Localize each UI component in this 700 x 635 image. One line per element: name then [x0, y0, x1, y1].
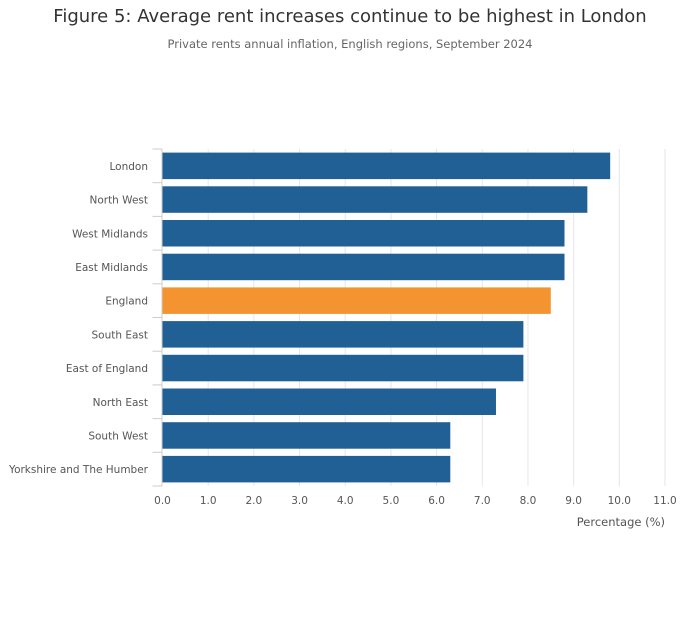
category-label: London [110, 161, 149, 173]
x-tick-label: 10.0 [608, 495, 631, 507]
chart-subtitle: Private rents annual inflation, English … [167, 37, 533, 51]
category-label: North East [93, 397, 148, 409]
bar-east-midlands[interactable] [162, 253, 565, 281]
x-tick-label: 6.0 [428, 495, 445, 507]
x-tick-label: 2.0 [246, 495, 263, 507]
x-tick-label: 11.0 [653, 495, 676, 507]
bar-england[interactable] [162, 287, 551, 314]
category-label: East of England [66, 363, 148, 375]
x-tick-label: 0.0 [154, 495, 171, 507]
category-label: West Midlands [72, 228, 148, 240]
bar-yorkshire-and-the-humber[interactable] [162, 455, 451, 483]
bar-west-midlands[interactable] [162, 220, 565, 247]
x-tick-label: 5.0 [383, 495, 400, 507]
category-label: South East [91, 329, 148, 341]
x-tick-label: 8.0 [520, 495, 537, 507]
category-label: South West [88, 430, 148, 442]
chart-title: Figure 5: Average rent increases continu… [53, 6, 647, 27]
x-tick-label: 4.0 [337, 495, 354, 507]
category-label: Yorkshire and The Humber [8, 464, 149, 476]
x-tick-label: 7.0 [474, 495, 491, 507]
category-labels: London North West West Midlands East Midlan… [8, 161, 149, 476]
x-tick-label: 1.0 [200, 495, 217, 507]
bar-north-west[interactable] [162, 186, 588, 213]
category-label: England [105, 296, 148, 308]
bar-north-east[interactable] [162, 388, 496, 416]
bar-east-of-england[interactable] [162, 354, 524, 382]
bar-south-east[interactable] [162, 321, 524, 348]
category-label: East Midlands [75, 262, 148, 274]
x-axis-title: Percentage (%) [577, 515, 665, 529]
x-tick-label: 9.0 [565, 495, 582, 507]
x-axis-tick-labels: 0.0 1.0 2.0 3.0 4.0 5.0 6.0 7.0 8.0 9.0 10.0 11.0 [154, 495, 677, 507]
bars [162, 152, 611, 483]
y-axis [152, 148, 163, 487]
bar-south-west[interactable] [162, 422, 451, 449]
bar-london[interactable] [162, 152, 611, 180]
x-tick-label: 3.0 [291, 495, 308, 507]
category-label: North West [89, 195, 148, 207]
